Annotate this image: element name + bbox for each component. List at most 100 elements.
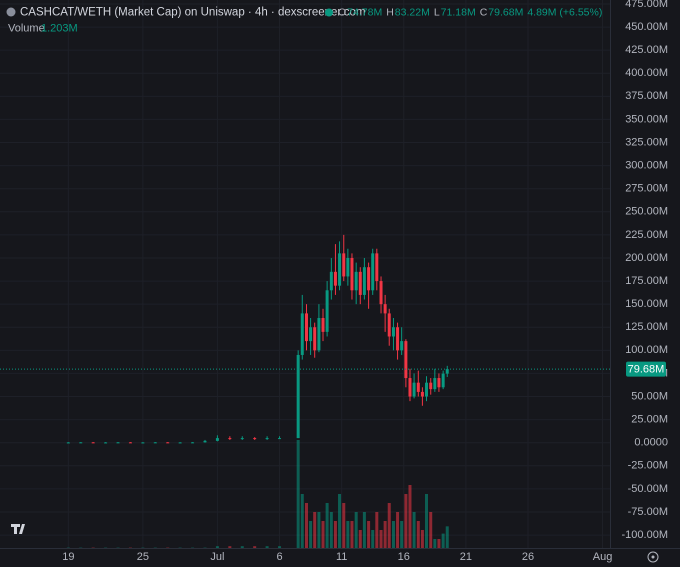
volume-bar <box>317 512 321 548</box>
candle-body <box>441 373 445 388</box>
x-tick-label: Jul <box>210 551 224 563</box>
candle-body <box>396 327 400 351</box>
volume-bar <box>387 503 391 548</box>
candle-body <box>391 327 395 337</box>
volume-bar <box>313 512 317 548</box>
volume-label: Volume <box>8 22 45 34</box>
volume-bar <box>329 512 333 548</box>
volume-bars <box>66 440 449 548</box>
candle-body <box>66 442 70 444</box>
volume-bar <box>354 512 358 548</box>
volume-bar <box>265 546 269 548</box>
volume-bar <box>240 546 244 548</box>
candle-body <box>91 442 95 444</box>
ohlc-key: O <box>338 6 346 18</box>
y-tick-label: 50.00M <box>631 390 668 402</box>
volume-bar <box>338 494 342 548</box>
candle-body <box>350 257 354 291</box>
volume-bar <box>391 521 395 548</box>
x-tick-label: 21 <box>460 551 472 563</box>
candle-body <box>321 318 325 332</box>
ohlc-key: L <box>434 6 440 18</box>
candle-body <box>420 391 424 397</box>
symbol-icon <box>6 7 16 17</box>
last-price-label: 79.68M <box>628 364 665 376</box>
volume-bar <box>346 521 350 548</box>
volume-bar <box>253 546 257 548</box>
volume-bar <box>300 494 304 548</box>
x-tick-label: 6 <box>276 551 282 563</box>
volume-bar <box>433 539 437 548</box>
y-tick-label: -50.00M <box>628 483 668 495</box>
grid: 475.00M 450.00M 425.00M 400.00M 375.00M 350.0… <box>0 0 668 563</box>
x-tick-label: 19 <box>62 551 74 563</box>
y-tick-label: 300.00M <box>625 160 668 172</box>
volume-bar <box>408 485 412 548</box>
ohlc-value: 79.68M <box>488 6 523 18</box>
volume-bar <box>379 530 383 548</box>
volume-bar <box>342 503 346 548</box>
candle-body <box>429 382 433 390</box>
candle-body <box>375 253 379 282</box>
candle-body <box>333 271 337 286</box>
ohlc-value: 71.18M <box>441 6 476 18</box>
volume-bar <box>383 521 387 548</box>
y-tick-label: -100.00M <box>622 529 668 541</box>
y-tick-label: 450.00M <box>625 21 668 33</box>
y-tick-label: 100.00M <box>625 344 668 356</box>
ohlc-value: 74.78M <box>347 6 382 18</box>
status-dot <box>325 8 333 17</box>
candle-body <box>342 253 346 277</box>
candle-body <box>433 378 437 390</box>
y-tick-label: -75.00M <box>628 506 668 518</box>
x-tick-label: 26 <box>522 551 534 563</box>
tv-logo[interactable] <box>11 524 25 534</box>
candle-body <box>203 440 207 443</box>
candle-body <box>240 438 244 440</box>
candle-body <box>178 442 182 444</box>
candle-body <box>412 382 416 397</box>
y-tick-label: -25.00M <box>628 460 668 472</box>
volume-bar <box>350 521 354 548</box>
candle-body <box>387 313 391 337</box>
last-price-box <box>626 361 666 377</box>
x-tick-label: 11 <box>336 551 347 563</box>
y-tick-label: 0.0000 <box>634 437 668 449</box>
settings-icon[interactable] <box>647 551 659 563</box>
candle-body <box>128 442 132 444</box>
candle-body <box>445 369 449 374</box>
y-tick-label: 275.00M <box>625 183 668 195</box>
candles <box>0 234 610 444</box>
x-tick-label: Aug <box>593 551 613 563</box>
candle-body <box>404 341 408 379</box>
candle-body <box>425 382 429 397</box>
y-tick-label: 200.00M <box>625 252 668 264</box>
ohlc-value: 83.22M <box>395 6 430 18</box>
candle-body <box>141 442 145 444</box>
volume-bar <box>367 521 371 548</box>
volume-bar <box>416 521 420 548</box>
x-tick-label: 16 <box>398 551 410 563</box>
volume-bar <box>420 530 424 548</box>
y-tick-label: 400.00M <box>625 67 668 79</box>
candle-body <box>416 382 420 392</box>
volume-bar <box>429 512 433 548</box>
candle-body <box>408 378 412 397</box>
volume-bar <box>412 512 416 548</box>
candle-body <box>354 271 358 291</box>
volume-bar <box>404 494 408 548</box>
volume-bar <box>333 521 337 548</box>
volume-bar <box>325 503 329 548</box>
candle-body <box>228 438 232 440</box>
candle-body <box>296 354 300 439</box>
candle-body <box>338 253 342 286</box>
y-tick-label: 475.00M <box>625 0 668 10</box>
change: 4.89M (+6.55%) <box>527 6 602 18</box>
y-tick-label: 125.00M <box>625 321 668 333</box>
ohlc-key: C <box>480 6 488 18</box>
candle-body <box>346 257 350 277</box>
volume-bar <box>425 494 429 548</box>
volume-bar <box>362 512 366 548</box>
